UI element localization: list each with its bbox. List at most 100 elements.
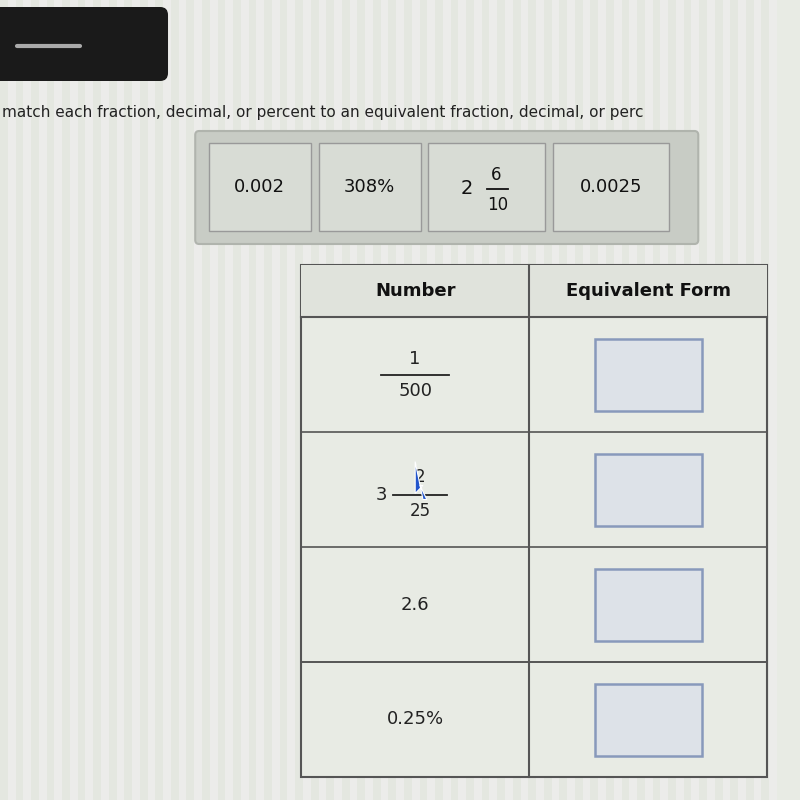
Bar [466,0,474,800]
Bar [226,0,233,800]
Bar [536,0,544,800]
Bar [769,0,777,800]
Bar [762,0,769,800]
Bar [722,0,730,800]
Bar [350,0,358,800]
Bar [23,0,31,800]
Bar [645,0,653,800]
Bar [186,0,194,800]
Bar [553,143,669,231]
Bar [490,0,498,800]
Bar [373,0,381,800]
Bar [404,0,412,800]
Bar [714,0,722,800]
Bar [590,0,598,800]
Bar [264,0,272,800]
Bar [46,0,54,800]
Bar [482,0,490,800]
Bar [210,0,218,800]
Bar [178,0,186,800]
Bar [567,0,575,800]
Bar [295,0,303,800]
Bar [326,0,334,800]
Bar [661,0,668,800]
Text: 6: 6 [491,166,502,184]
Bar [598,0,606,800]
Text: 500: 500 [398,382,432,399]
Bar [155,0,163,800]
Text: 0.25%: 0.25% [386,710,444,729]
Bar [301,265,767,317]
Bar [614,0,622,800]
Bar [396,0,404,800]
Bar [163,0,171,800]
Text: 25: 25 [410,502,430,521]
Bar [630,0,637,800]
Bar [435,0,443,800]
Bar [334,0,342,800]
Bar [301,265,767,777]
Bar [443,0,450,800]
Bar [318,0,326,800]
Bar [78,0,86,800]
Bar [428,143,545,231]
Text: 0.002: 0.002 [234,178,286,196]
Bar [559,0,567,800]
Bar [318,143,421,231]
Bar [358,0,365,800]
Bar [699,0,707,800]
Bar [419,0,427,800]
Bar [653,0,661,800]
Bar [513,0,521,800]
Bar [218,0,226,800]
Text: 2.6: 2.6 [401,595,430,614]
Bar [637,0,645,800]
Bar [365,0,373,800]
Bar [582,0,590,800]
Bar [707,0,714,800]
Bar [691,0,699,800]
Bar [15,0,23,800]
Bar [124,0,132,800]
Text: 308%: 308% [344,178,395,196]
Bar [730,0,738,800]
Bar [171,0,178,800]
Text: match each fraction, decimal, or percent to an equivalent fraction, decimal, or : match each fraction, decimal, or percent… [2,105,643,120]
Bar [342,0,350,800]
Text: 2: 2 [461,179,474,198]
Bar [450,0,458,800]
Bar [194,0,202,800]
Bar [233,0,241,800]
Bar [381,0,389,800]
Bar [272,0,280,800]
Bar [498,0,505,800]
Bar [94,0,101,800]
Bar [528,0,536,800]
Bar [595,454,702,526]
Bar [209,143,310,231]
Bar [256,0,264,800]
Bar [389,0,396,800]
Bar [148,0,155,800]
Bar [241,0,249,800]
Bar [31,0,39,800]
Bar [86,0,94,800]
Bar [738,0,746,800]
Polygon shape [415,462,427,499]
Bar [544,0,552,800]
Bar [132,0,140,800]
Bar [427,0,435,800]
Text: Equivalent Form: Equivalent Form [566,282,730,300]
Bar [8,0,15,800]
Bar [280,0,287,800]
Bar [249,0,256,800]
Bar [622,0,630,800]
Bar [101,0,109,800]
FancyBboxPatch shape [195,131,698,244]
Bar [668,0,676,800]
FancyBboxPatch shape [0,7,168,81]
Bar [458,0,466,800]
Bar [287,0,295,800]
Text: 3: 3 [375,486,387,503]
Bar [676,0,684,800]
